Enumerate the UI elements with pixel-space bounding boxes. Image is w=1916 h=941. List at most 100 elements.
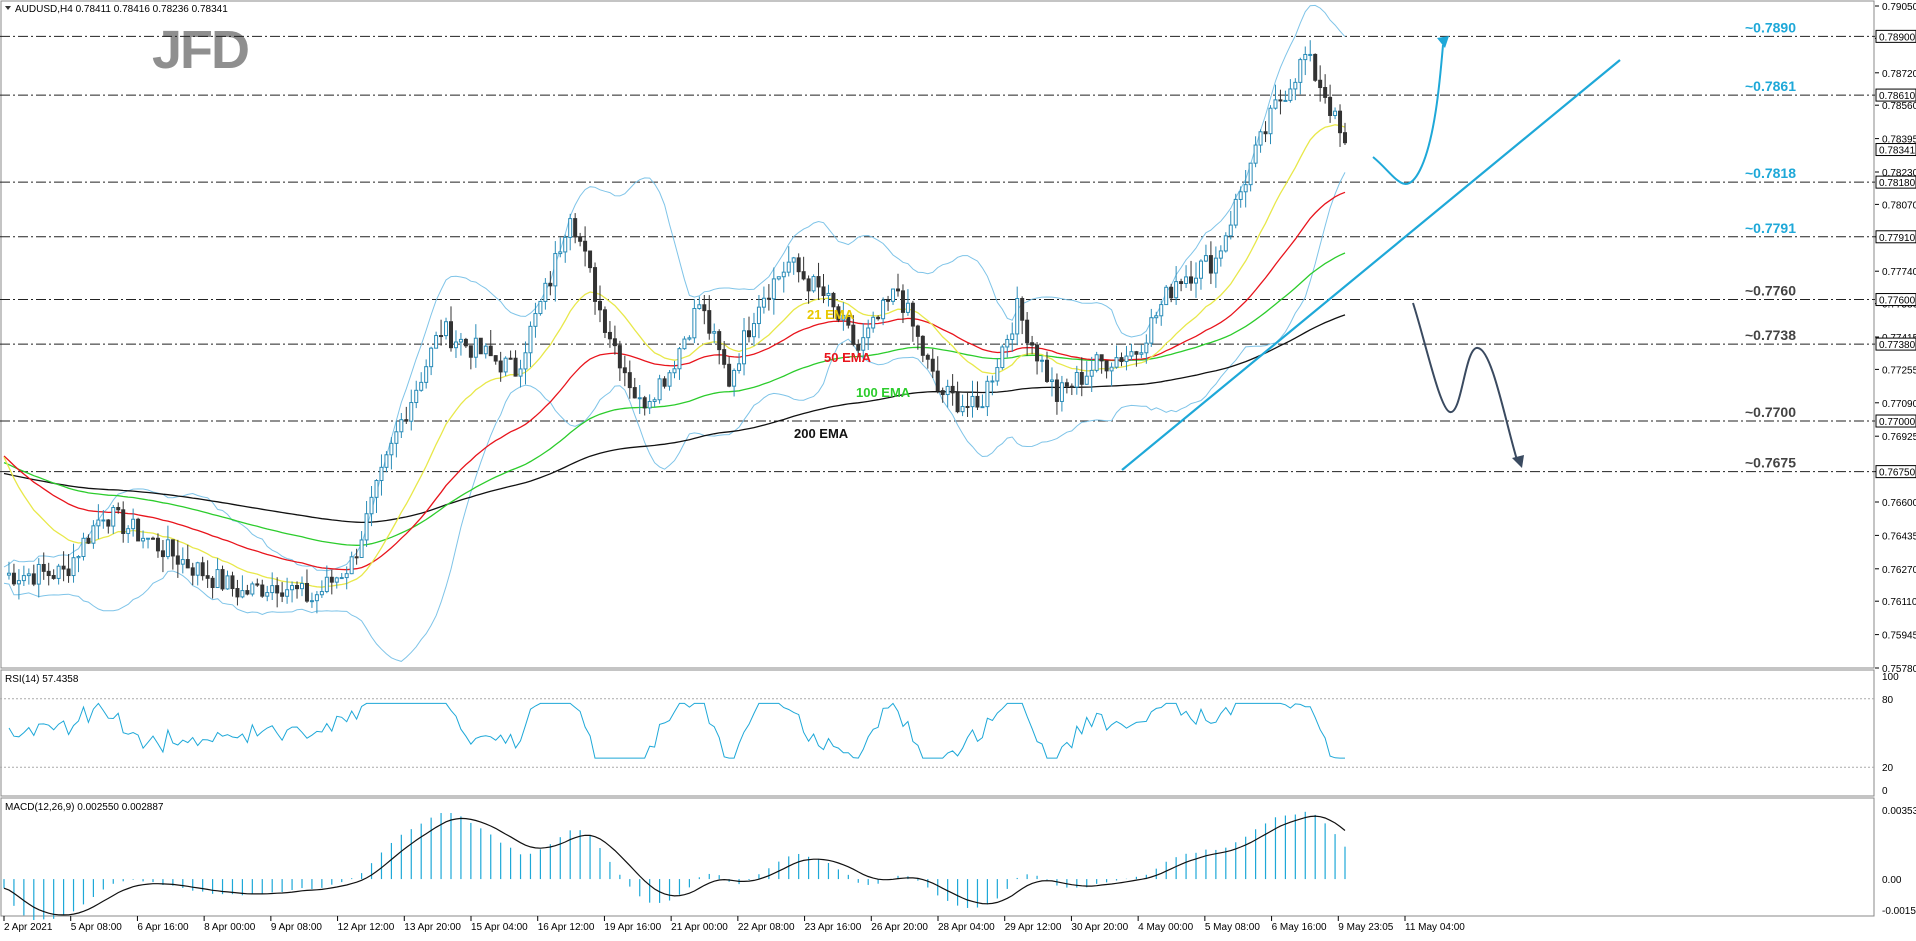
bollinger-bands: [3, 4, 1346, 662]
candle: [1005, 338, 1010, 348]
candle: [215, 569, 220, 589]
candle: [637, 397, 642, 400]
candle: [1228, 224, 1233, 237]
candle: [667, 372, 672, 387]
candle: [806, 278, 811, 292]
candle: [647, 400, 652, 409]
candle: [344, 573, 349, 579]
price-label-box: 0.77380: [1879, 340, 1916, 351]
candle: [160, 550, 165, 558]
time-tick: 23 Apr 16:00: [805, 922, 862, 933]
time-tick: 6 May 16:00: [1272, 922, 1327, 933]
candle: [6, 572, 11, 576]
level-label: ~0.7738: [1745, 327, 1796, 343]
candle: [702, 304, 707, 312]
collapse-arrow-icon[interactable]: [5, 6, 11, 10]
candle: [985, 380, 990, 408]
rsi-pane-frame: [0, 669, 1875, 797]
macd-tick: -0.00158: [1882, 906, 1916, 917]
candle: [409, 402, 414, 422]
candle: [742, 330, 747, 365]
candle: [453, 341, 458, 349]
candle: [518, 368, 523, 377]
candle: [71, 557, 76, 577]
rsi-tick: 0: [1882, 786, 1888, 797]
candle: [602, 309, 607, 333]
candle: [791, 257, 796, 263]
price-label-box: 0.78341: [1879, 146, 1916, 157]
candle: [687, 337, 692, 340]
candle: [1154, 315, 1159, 319]
candle: [354, 556, 359, 559]
candle: [389, 442, 394, 456]
candle: [31, 573, 36, 585]
candle: [314, 594, 319, 602]
jfd-logo: JFD: [152, 20, 250, 80]
candle: [1049, 379, 1054, 382]
price-axis: 0.790500.788900.787200.785600.783950.782…: [1875, 2, 1916, 675]
price-tick: 0.78395: [1882, 135, 1916, 146]
candle: [210, 577, 215, 589]
symbol-info: AUDUSD,H4 0.78411 0.78416 0.78236 0.7834…: [5, 4, 228, 15]
candle: [1124, 355, 1129, 363]
candle: [1268, 107, 1273, 135]
candle: [46, 570, 51, 577]
candle: [329, 576, 334, 583]
candle: [558, 251, 563, 255]
rsi-label: RSI(14) 57.4358: [5, 674, 79, 685]
candle: [896, 288, 900, 292]
time-axis: 2 Apr 2021 5 Apr 08:00 6 Apr 16:00 8 Apr 00…: [3, 916, 1465, 933]
candle: [886, 299, 891, 302]
candle: [384, 454, 389, 468]
candle: [776, 276, 781, 280]
level-label: ~0.7700: [1745, 404, 1796, 420]
candle: [1253, 144, 1258, 164]
rsi-pane: 100 80 20 0: [0, 672, 1899, 797]
price-tick: 0.76435: [1882, 531, 1916, 542]
macd-pane: 0.00353 0.00 -0.00158: [3, 806, 1916, 921]
candle: [1343, 132, 1347, 144]
candle: [76, 556, 81, 559]
rsi-tick: 100: [1882, 672, 1899, 683]
price-tick: 0.78070: [1882, 200, 1916, 211]
candle: [155, 537, 160, 552]
candle: [821, 286, 826, 297]
candle: [1149, 317, 1154, 344]
candle: [106, 519, 111, 527]
candle: [1313, 53, 1318, 81]
candle: [995, 367, 1000, 382]
time-tick: 22 Apr 08:00: [738, 922, 795, 933]
candle: [891, 288, 896, 302]
candle: [1194, 277, 1198, 284]
time-tick: 19 Apr 16:00: [604, 922, 661, 933]
candle: [1323, 87, 1328, 98]
candle: [185, 559, 190, 569]
candle: [255, 583, 260, 586]
candle: [66, 568, 71, 577]
candle: [1025, 319, 1030, 344]
candle: [965, 405, 970, 408]
candle: [319, 591, 324, 596]
level-label: ~0.7890: [1745, 19, 1796, 35]
candle: [41, 563, 46, 572]
bollinger-upper: [3, 4, 1346, 572]
candle: [468, 345, 473, 358]
candle: [920, 335, 925, 356]
price-label-box: 0.76750: [1879, 468, 1916, 479]
time-tick: 4 May 00:00: [1138, 922, 1193, 933]
candle: [925, 354, 930, 360]
ema200-line: [3, 314, 1346, 524]
candle: [682, 338, 687, 350]
time-tick: 5 Apr 08:00: [71, 922, 123, 933]
candle: [81, 537, 86, 558]
candle: [1045, 359, 1049, 382]
candle: [761, 297, 766, 308]
time-tick: 9 May 23:05: [1338, 922, 1393, 933]
candle: [275, 585, 280, 594]
candle: [458, 338, 463, 343]
candle: [225, 575, 230, 590]
price-tick: 0.76600: [1882, 498, 1916, 509]
candle: [935, 370, 940, 392]
